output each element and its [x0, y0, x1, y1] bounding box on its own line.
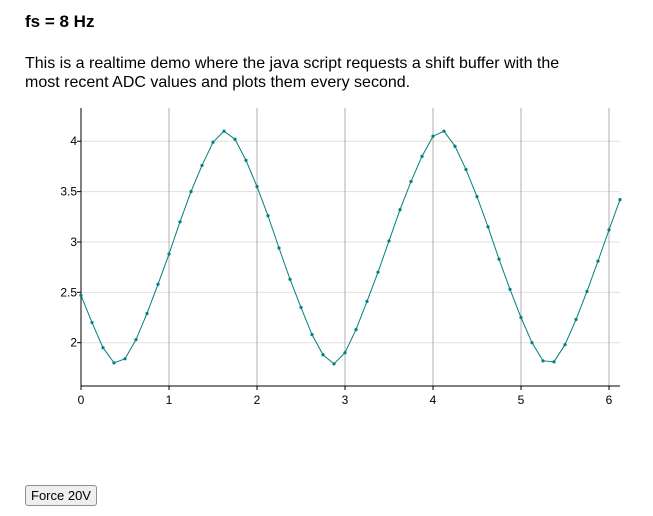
data-point	[541, 359, 545, 363]
data-point	[255, 184, 259, 189]
data-point	[112, 361, 116, 365]
data-point	[530, 341, 534, 345]
data-point	[519, 315, 523, 320]
data-point	[101, 346, 105, 350]
data-point	[420, 154, 424, 158]
data-point	[552, 360, 556, 364]
data-point	[563, 343, 567, 347]
y-tick-label: 3	[70, 235, 77, 249]
page-title: fs = 8 Hz	[25, 12, 95, 31]
data-point	[464, 167, 468, 172]
data-line	[80, 130, 621, 365]
data-point	[178, 220, 182, 224]
force-button[interactable]: Force 20V	[25, 485, 97, 506]
data-point	[288, 277, 292, 281]
data-point	[90, 320, 94, 325]
data-point	[310, 333, 314, 337]
y-tick-label: 2	[70, 336, 77, 350]
data-point	[266, 214, 270, 218]
data-point	[453, 144, 457, 148]
data-point	[222, 129, 226, 133]
data-point	[376, 270, 380, 274]
data-point	[497, 257, 501, 261]
data-point	[277, 246, 281, 250]
data-point	[365, 299, 369, 303]
data-point	[145, 311, 149, 316]
data-point	[574, 317, 578, 322]
x-tick-label: 0	[78, 393, 85, 407]
data-point	[585, 289, 589, 293]
data-point	[211, 140, 215, 144]
data-point	[486, 225, 490, 229]
data-point	[189, 190, 193, 194]
data-point	[79, 293, 83, 297]
x-tick-label: 6	[606, 393, 613, 407]
data-point	[156, 282, 160, 286]
data-point	[387, 239, 391, 243]
data-point	[398, 208, 402, 212]
data-point	[596, 259, 600, 263]
data-point	[354, 327, 358, 332]
x-tick-label: 2	[254, 393, 261, 407]
y-tick-label: 3.5	[60, 185, 77, 199]
data-point	[618, 198, 622, 202]
description: This is a realtime demo where the java s…	[25, 55, 560, 91]
data-point	[167, 252, 171, 256]
data-point	[409, 179, 413, 184]
data-point	[321, 353, 325, 357]
x-tick-label: 4	[430, 393, 437, 407]
y-tick-label: 2.5	[60, 285, 77, 299]
data-point	[442, 129, 446, 133]
data-point	[607, 228, 611, 232]
data-point	[475, 195, 479, 199]
data-point	[200, 163, 204, 168]
data-point	[343, 351, 347, 355]
data-point	[508, 287, 512, 291]
x-tick-label: 5	[518, 393, 525, 407]
data-point	[233, 137, 237, 141]
y-tick-label: 4	[70, 134, 77, 148]
x-tick-label: 3	[342, 393, 349, 407]
data-point	[431, 134, 435, 138]
data-point	[244, 158, 248, 162]
data-point	[134, 338, 138, 342]
data-point	[299, 305, 303, 310]
x-tick-label: 1	[166, 393, 173, 407]
data-point	[123, 357, 127, 361]
data-point	[332, 362, 336, 366]
